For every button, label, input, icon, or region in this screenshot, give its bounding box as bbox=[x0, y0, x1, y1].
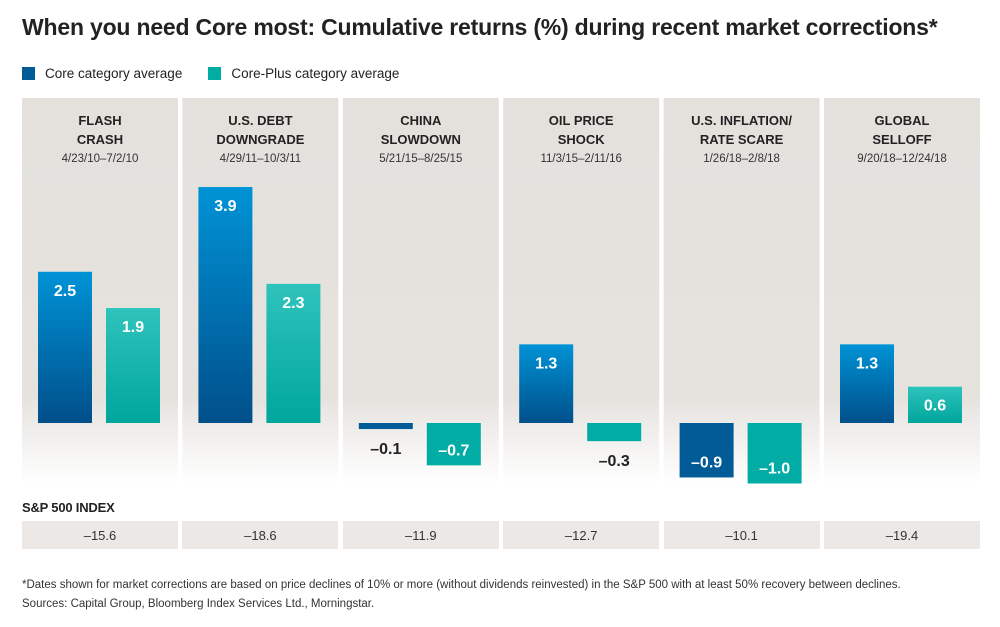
category-name: GLOBAL bbox=[875, 113, 930, 128]
legend-item-core-plus: Core-Plus category average bbox=[208, 66, 399, 81]
core-bar bbox=[198, 187, 253, 423]
sp500-value: –15.6 bbox=[22, 521, 178, 549]
core-plus-bar bbox=[266, 283, 321, 423]
legend-item-core: Core category average bbox=[22, 66, 182, 81]
core-bar bbox=[679, 423, 734, 478]
category-name: FLASH bbox=[78, 113, 121, 128]
sp500-value: –19.4 bbox=[824, 521, 980, 549]
footnote-text: *Dates shown for market corrections are … bbox=[22, 579, 901, 591]
category-name: OIL PRICE bbox=[549, 113, 614, 128]
category-dates: 4/23/10–7/2/10 bbox=[62, 153, 139, 165]
chart-title: When you need Core most: Cumulative retu… bbox=[22, 14, 938, 40]
legend-label-core: Core category average bbox=[45, 66, 183, 81]
category-name: CRASH bbox=[77, 132, 123, 147]
core-plus-bar bbox=[908, 386, 962, 423]
core-bar bbox=[358, 423, 413, 430]
legend-label-core-plus: Core-Plus category average bbox=[231, 66, 400, 81]
data-label: 1.3 bbox=[535, 355, 557, 372]
data-label: –0.3 bbox=[599, 453, 630, 470]
category-name: CHINA bbox=[400, 113, 442, 128]
data-label: 1.3 bbox=[856, 355, 878, 372]
sp500-label: S&P 500 INDEX bbox=[22, 500, 115, 515]
category-panel bbox=[342, 98, 499, 483]
core-bar bbox=[519, 344, 574, 423]
category-name: SHOCK bbox=[558, 132, 606, 147]
sp500-value: –12.7 bbox=[503, 521, 660, 549]
data-label: 2.3 bbox=[282, 295, 304, 312]
core-plus-bar bbox=[106, 308, 160, 423]
category-name: RATE SCARE bbox=[700, 132, 784, 147]
category-name: SELLOFF bbox=[872, 132, 931, 147]
core-bar bbox=[38, 271, 92, 423]
data-label: 1.9 bbox=[122, 319, 144, 336]
category-panel bbox=[663, 98, 820, 483]
data-label: –0.1 bbox=[370, 441, 401, 458]
sp500-value: –11.9 bbox=[342, 521, 499, 549]
category-dates: 1/26/18–2/8/18 bbox=[703, 153, 780, 165]
legend: Core category average Core-Plus category… bbox=[22, 66, 399, 81]
category-dates: 5/21/15–8/25/15 bbox=[379, 153, 462, 165]
category-dates: 11/3/15–2/11/16 bbox=[540, 153, 621, 165]
bar-chart: FLASH CRASH 4/23/10–7/2/10 U.S. DEBT DOWNGRA… bbox=[22, 98, 980, 484]
core-bar bbox=[840, 344, 894, 423]
data-label: 0.6 bbox=[924, 398, 946, 415]
category-name: DOWNGRADE bbox=[216, 132, 304, 147]
category-dates: 4/29/11–10/3/11 bbox=[220, 153, 301, 165]
data-label: –0.7 bbox=[438, 442, 469, 459]
sp500-value: –18.6 bbox=[182, 521, 339, 549]
category-name: SLOWDOWN bbox=[381, 132, 461, 147]
sp500-value: –10.1 bbox=[663, 521, 820, 549]
sources-text: Sources: Capital Group, Bloomberg Index … bbox=[22, 598, 375, 610]
data-label: –1.0 bbox=[759, 461, 790, 478]
legend-swatch-core-plus bbox=[208, 67, 222, 80]
category-name: U.S. INFLATION/ bbox=[691, 113, 792, 128]
core-plus-bar bbox=[426, 423, 481, 466]
data-label: –0.9 bbox=[691, 454, 722, 471]
footnote: *Dates shown for market corrections are … bbox=[22, 576, 901, 614]
data-label: 2.5 bbox=[54, 283, 76, 300]
sp500-row: –15.6 –18.6 –11.9 –12.7 –10.1 –19.4 bbox=[22, 521, 980, 549]
core-plus-bar bbox=[747, 423, 802, 484]
legend-swatch-core bbox=[22, 67, 35, 80]
category-dates: 9/20/18–12/24/18 bbox=[857, 153, 947, 165]
category-name: U.S. DEBT bbox=[228, 113, 292, 128]
data-label: 3.9 bbox=[214, 198, 236, 215]
core-plus-bar bbox=[587, 423, 642, 442]
